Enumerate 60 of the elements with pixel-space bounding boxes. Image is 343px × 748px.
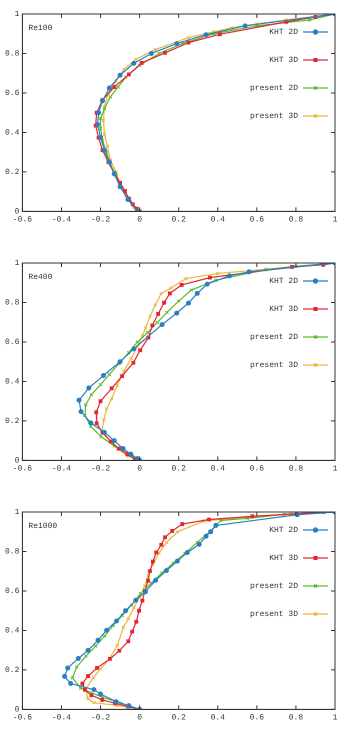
x-tick-label: -0.2 (90, 215, 110, 224)
x-tick-label: 0.6 (250, 215, 264, 224)
x-tick-label: 0 (137, 215, 142, 224)
x-tick-label: 0.8 (288, 215, 304, 224)
x-tick-label: 0.8 (288, 464, 304, 474)
x-tick-label: -0.4 (52, 464, 72, 474)
legend-label: KHT 3D (269, 554, 298, 564)
x-tick-label: 0 (137, 464, 142, 474)
y-tick-label: 0.4 (4, 128, 20, 138)
y-tick-label: 0.4 (4, 378, 20, 387)
legend-label: present 2D (250, 333, 298, 342)
legend-label: present 3D (250, 112, 298, 122)
x-tick-label: 0.2 (172, 464, 186, 474)
y-tick-label: 1 (14, 259, 20, 268)
x-tick-label: -0.6 (12, 215, 32, 224)
y-tick-label: 0.4 (4, 626, 20, 636)
x-tick-label: -0.4 (52, 713, 72, 722)
x-tick-label: 1 (332, 215, 338, 224)
x-tick-label: -0.2 (90, 713, 110, 722)
y-tick-label: 0.8 (4, 50, 20, 59)
x-tick-label: 0.2 (172, 215, 186, 224)
x-tick-label: -0.6 (12, 464, 32, 474)
y-tick-label: 0.2 (4, 417, 20, 426)
legend-label: KHT 3D (269, 305, 298, 314)
y-tick-label: 0.2 (4, 666, 20, 676)
x-tick-label: 0.8 (288, 713, 304, 722)
annotation: Re100 (28, 24, 53, 34)
legend-label: KHT 2D (269, 28, 298, 38)
x-tick-label: 0.6 (250, 713, 264, 722)
x-tick-label: 1 (332, 713, 338, 722)
x-tick-label: 0 (137, 713, 142, 722)
y-tick-label: 1 (14, 10, 20, 20)
annotation: Re1000 (28, 522, 58, 532)
x-tick-label: -0.6 (12, 713, 32, 722)
legend-label: present 3D (250, 610, 298, 620)
y-tick-label: 0.8 (4, 548, 20, 557)
x-tick-label: -0.2 (90, 464, 110, 474)
annotation: Re400 (28, 273, 53, 282)
y-tick-label: 0 (14, 456, 20, 466)
y-tick-label: 1 (14, 508, 20, 518)
y-tick-label: 0.6 (4, 89, 20, 98)
x-tick-label: -0.4 (52, 215, 72, 224)
x-tick-label: 1 (332, 464, 338, 474)
x-tick-label: 0.2 (172, 713, 186, 722)
legend-label: present 2D (250, 84, 298, 94)
x-tick-label: 0.4 (210, 464, 226, 474)
legend-label: KHT 2D (269, 277, 298, 286)
x-tick-label: 0.4 (210, 713, 226, 722)
x-tick-label: 0.4 (210, 215, 226, 224)
y-tick-label: 0 (14, 706, 20, 715)
legend-label: KHT 2D (269, 526, 298, 536)
legend-label: KHT 3D (269, 56, 298, 66)
y-tick-label: 0 (14, 208, 20, 217)
x-tick-label: 0.6 (250, 464, 264, 474)
y-tick-label: 0.6 (4, 587, 20, 596)
y-tick-label: 0.2 (4, 168, 20, 178)
legend-label: present 3D (250, 361, 298, 370)
y-tick-label: 0.8 (4, 298, 20, 308)
y-tick-label: 0.6 (4, 338, 20, 348)
legend-label: present 2D (250, 582, 298, 592)
